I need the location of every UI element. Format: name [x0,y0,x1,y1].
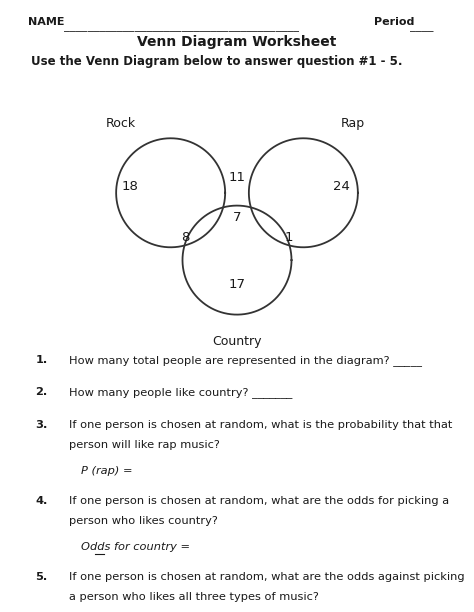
Text: Rap: Rap [341,118,365,130]
Text: If one person is chosen at random, what is the probability that that: If one person is chosen at random, what … [69,420,452,430]
Text: 24: 24 [333,180,350,193]
Text: 1.: 1. [36,355,48,365]
Text: ____: ____ [410,22,434,32]
Text: P (rap) =: P (rap) = [81,466,132,476]
Text: a person who likes all three types of music?: a person who likes all three types of mu… [69,592,319,602]
Text: If one person is chosen at random, what are the odds for picking a: If one person is chosen at random, what … [69,496,449,506]
Text: How many total people are represented in the diagram? _____: How many total people are represented in… [69,355,422,366]
Text: 2.: 2. [36,387,48,397]
Text: Use the Venn Diagram below to answer question #1 - 5.: Use the Venn Diagram below to answer que… [31,55,402,68]
Text: Venn Diagram Worksheet: Venn Diagram Worksheet [137,35,337,50]
Text: ________________________________________: ________________________________________ [64,22,299,32]
Text: Odds for country =: Odds for country = [81,542,190,552]
Text: 1: 1 [285,231,293,244]
Text: 8: 8 [181,231,189,244]
Text: 3.: 3. [36,420,48,430]
Text: Rock: Rock [106,118,136,130]
Text: How many people like country? _______: How many people like country? _______ [69,387,292,398]
Text: 5.: 5. [36,572,48,581]
Text: 11: 11 [228,171,246,184]
Text: person who likes country?: person who likes country? [69,516,218,526]
Text: Period: Period [374,17,415,27]
Text: person will like rap music?: person will like rap music? [69,440,219,450]
Text: 17: 17 [228,278,246,291]
Text: 18: 18 [122,180,139,193]
Text: NAME: NAME [28,17,65,27]
Text: If one person is chosen at random, what are the odds against picking: If one person is chosen at random, what … [69,572,465,581]
Text: Country: Country [212,335,262,348]
Text: 7: 7 [233,211,241,224]
Text: 4.: 4. [36,496,48,506]
